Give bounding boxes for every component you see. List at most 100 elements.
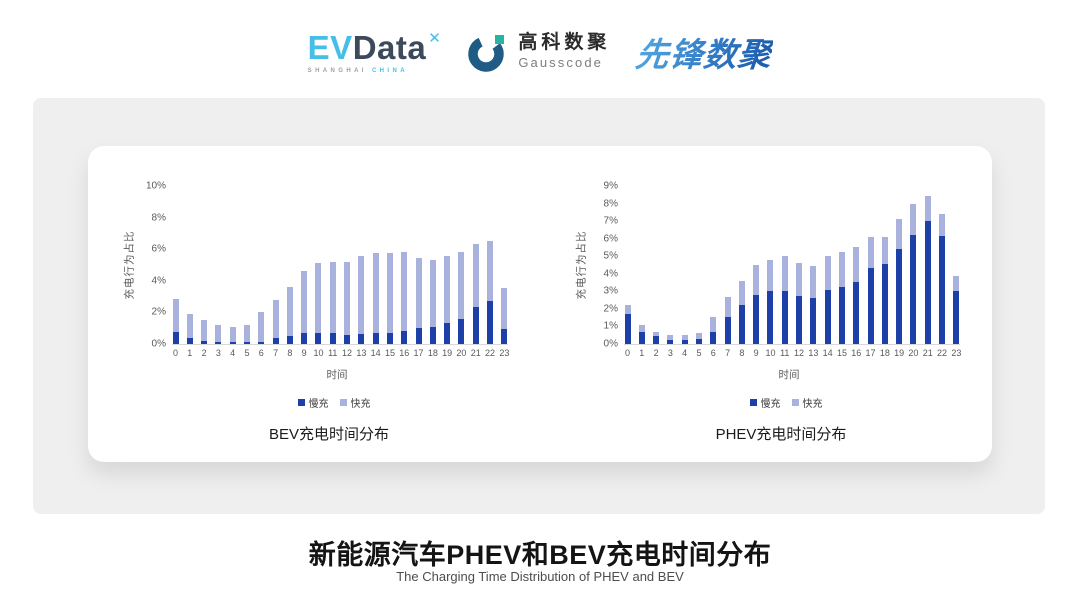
stacked-bar <box>272 186 279 344</box>
stacked-bar <box>372 186 379 344</box>
stacked-bar <box>681 186 688 344</box>
bev-y-axis-ticks: 0% 2% 4% 6% 8% 10% <box>138 181 172 350</box>
stacked-bar <box>258 186 265 344</box>
legend-label: 慢充 <box>308 399 329 410</box>
bar-column: 13 <box>356 186 366 358</box>
stacked-bar <box>172 186 179 344</box>
bar-column: 21 <box>923 186 933 358</box>
bar-segment-fast <box>653 331 660 337</box>
bar-segment-fast <box>881 236 888 265</box>
bar-segment-slow <box>710 331 717 344</box>
phev-chart-title: PHEV充电时间分布 <box>715 426 847 443</box>
stacked-bar <box>910 186 917 344</box>
stacked-bar <box>924 186 931 344</box>
stacked-bar <box>838 186 845 344</box>
bar-column: 18 <box>428 186 438 358</box>
bar-segment-fast <box>358 255 365 334</box>
x-tick-label: 23 <box>951 348 962 358</box>
bar-segment-slow <box>867 267 874 344</box>
bar-segment-slow <box>358 333 365 344</box>
y-axis-title: 充电行为占比 <box>575 230 588 300</box>
stacked-bar <box>710 186 717 344</box>
bar-column: 21 <box>471 186 481 358</box>
x-axis-title: 时间 <box>778 369 800 381</box>
bar-segment-fast <box>924 195 931 222</box>
stacked-bar <box>444 186 451 344</box>
bar-segment-fast <box>386 253 393 333</box>
phev-legend: 慢充 快充 <box>710 395 823 410</box>
bar-segment-slow <box>329 332 336 344</box>
stacked-bar <box>853 186 860 344</box>
bar-segment-fast <box>215 325 222 343</box>
x-tick-label: 3 <box>215 348 221 358</box>
bar-segment-fast <box>229 326 236 343</box>
legend-swatch-fast <box>339 399 347 406</box>
x-tick-label: 11 <box>780 348 790 358</box>
x-tick-label: 10 <box>765 348 776 358</box>
y-tick-label: 9% <box>603 180 618 192</box>
bar-column: 20 <box>908 186 918 358</box>
bar-segment-fast <box>796 263 803 296</box>
stacked-bar <box>824 186 831 344</box>
evdata-wordmark: EVData ✕ <box>308 31 442 64</box>
x-tick-label: 1 <box>187 348 193 358</box>
bar-column: 11 <box>780 186 789 358</box>
page-subtitle: The Charging Time Distribution of PHEV a… <box>396 569 684 584</box>
y-tick-label: 2% <box>603 303 618 315</box>
y-tick-label: 5% <box>603 250 618 262</box>
x-tick-label: 7 <box>725 348 731 358</box>
x-tick-label: 18 <box>879 348 890 358</box>
bar-segment-fast <box>301 271 308 333</box>
bar-segment-fast <box>767 259 774 292</box>
bar-column: 5 <box>695 186 702 358</box>
chart-phev: 充电行为占比 0% 1% 2% 3% 4% 5% 6% 7% 8% 9% 0 1 2 3 4 5 6 7 8 9 10… <box>540 146 992 462</box>
legend-item: 快充 <box>339 395 371 410</box>
bar-segment-fast <box>487 241 494 302</box>
bar-segment-fast <box>415 257 422 329</box>
bar-column: 1 <box>186 186 193 358</box>
bar-segment-fast <box>372 253 379 333</box>
bar-segment-slow <box>229 342 236 344</box>
stacked-bar <box>653 186 660 344</box>
evdata-shanghai-text: SHANGHAI <box>307 67 367 74</box>
bev-legend: 慢充 快充 <box>258 395 371 410</box>
bar-column: 5 <box>243 186 250 358</box>
bar-column: 10 <box>765 186 775 358</box>
x-tick-label: 0 <box>172 348 179 358</box>
stacked-bar <box>458 186 465 344</box>
bar-segment-slow <box>487 301 494 344</box>
stacked-bar <box>429 186 436 344</box>
bar-segment-slow <box>881 264 888 344</box>
x-tick-label: 6 <box>710 348 716 358</box>
bar-segment-slow <box>444 322 451 344</box>
bar-column: 16 <box>399 186 409 358</box>
bar-column: 6 <box>710 186 717 358</box>
x-tick-label: 16 <box>399 348 410 358</box>
x-tick-label: 12 <box>342 348 353 358</box>
bar-segment-slow <box>344 334 351 344</box>
bar-segment-slow <box>810 298 817 344</box>
y-tick-label: 2% <box>151 306 166 318</box>
x-tick-label: 11 <box>328 348 338 358</box>
stacked-bar <box>810 186 817 344</box>
stacked-bar <box>201 186 208 344</box>
x-tick-label: 7 <box>273 348 279 358</box>
bar-column: 23 <box>951 186 961 358</box>
bar-segment-slow <box>824 290 831 344</box>
x-tick-label: 8 <box>739 348 745 358</box>
x-tick-label: 21 <box>470 348 481 358</box>
bar-segment-slow <box>796 295 803 344</box>
bar-segment-fast <box>329 261 336 333</box>
x-tick-label: 13 <box>808 348 819 358</box>
bar-segment-fast <box>638 324 645 332</box>
x-tick-label: 21 <box>922 348 933 358</box>
bar-column: 7 <box>724 186 731 358</box>
x-tick-label: 6 <box>258 348 264 358</box>
bar-segment-fast <box>429 260 436 327</box>
stacked-bar <box>215 186 222 344</box>
y-tick-label: 8% <box>603 198 618 210</box>
bar-segment-fast <box>710 316 717 332</box>
gausscode-cn-text: 高科数聚 <box>518 32 611 54</box>
x-tick-label: 16 <box>851 348 862 358</box>
bar-segment-slow <box>767 291 774 344</box>
